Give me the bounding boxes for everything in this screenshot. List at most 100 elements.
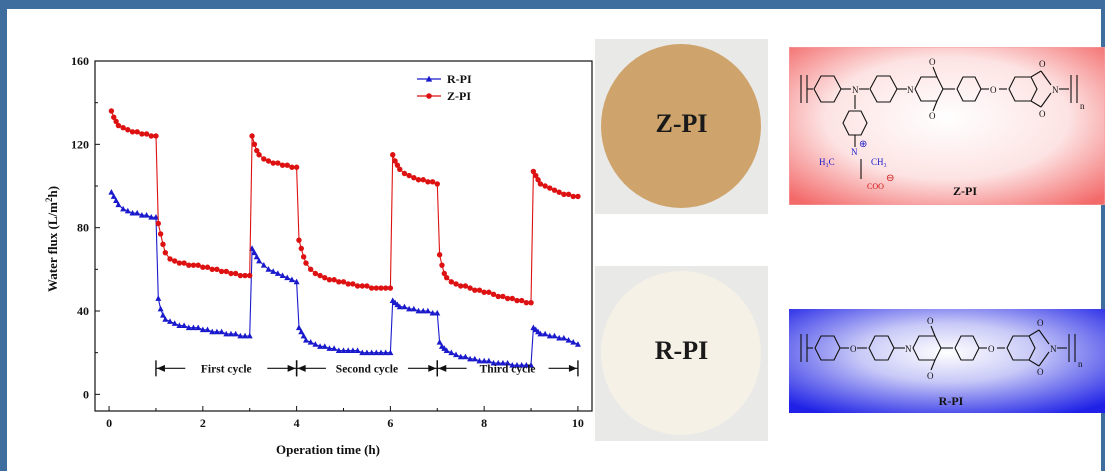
data-point-r-pi — [209, 328, 216, 335]
data-point-z-pi — [312, 270, 319, 277]
data-point-z-pi — [420, 177, 426, 183]
z-pi-h3c: H₃C — [819, 157, 835, 167]
data-point-r-pi — [176, 322, 183, 328]
data-point-r-pi — [396, 303, 403, 310]
data-point-z-pi — [504, 295, 511, 302]
data-point-r-pi — [199, 326, 206, 333]
data-point-r-pi — [354, 347, 361, 353]
data-point-r-pi — [462, 353, 469, 360]
data-point-z-pi — [307, 266, 314, 273]
data-point-r-pi — [448, 349, 455, 356]
legend-marker — [426, 93, 432, 99]
data-point-r-pi — [110, 193, 117, 199]
z-pi-membrane-disc — [601, 44, 761, 208]
data-point-z-pi — [148, 133, 154, 139]
data-point-r-pi — [490, 359, 497, 366]
data-point-z-pi — [441, 270, 448, 277]
data-point-r-pi — [237, 332, 244, 339]
data-point-r-pi — [382, 349, 389, 356]
data-point-r-pi — [481, 357, 488, 364]
z-pi-coo: COO — [867, 182, 884, 191]
z-pi-plus-charge: ⊕ — [859, 139, 867, 150]
data-point-z-pi — [364, 283, 370, 289]
data-point-z-pi — [336, 279, 342, 285]
data-point-z-pi — [275, 160, 281, 166]
data-point-z-pi — [279, 162, 286, 168]
data-point-r-pi — [265, 266, 272, 272]
data-point-z-pi — [565, 191, 572, 198]
z-pi-carbonyl-o2: O — [929, 111, 936, 121]
data-point-z-pi — [261, 156, 267, 162]
r-pi-carbonyl-o1: O — [927, 316, 934, 326]
data-point-r-pi — [429, 309, 436, 316]
data-point-r-pi — [300, 332, 307, 339]
data-point-r-pi — [124, 207, 131, 214]
data-point-r-pi — [218, 328, 225, 335]
data-point-z-pi — [270, 160, 276, 166]
data-point-z-pi — [186, 262, 192, 268]
data-point-r-pi — [373, 349, 380, 356]
data-point-r-pi — [453, 351, 460, 358]
data-point-r-pi — [560, 334, 567, 341]
x-tick-label: 8 — [481, 416, 487, 430]
data-point-r-pi — [387, 349, 394, 356]
data-point-z-pi — [167, 256, 173, 262]
data-point-r-pi — [227, 330, 234, 337]
data-point-z-pi — [153, 133, 159, 139]
data-point-r-pi — [302, 336, 309, 343]
data-point-z-pi — [157, 231, 164, 237]
legend-label: Z-PI — [447, 89, 471, 103]
data-point-r-pi — [574, 341, 581, 347]
data-point-z-pi — [129, 129, 136, 135]
series-line-r-pi — [110, 192, 579, 366]
r-pi-imide-n2: N — [1050, 344, 1057, 354]
data-point-z-pi — [228, 270, 234, 277]
data-point-z-pi — [181, 260, 187, 266]
data-point-z-pi — [411, 174, 417, 181]
x-axis-label: Operation time (h) — [276, 442, 380, 457]
data-point-r-pi — [284, 274, 291, 281]
r-pi-imide-n1: N — [905, 344, 912, 354]
x-tick-label: 6 — [387, 416, 393, 430]
z-pi-structure-label: Z-PI — [953, 184, 977, 198]
data-point-r-pi — [457, 353, 464, 360]
data-point-r-pi — [223, 330, 230, 337]
data-point-z-pi — [134, 129, 140, 135]
data-point-z-pi — [326, 277, 333, 283]
cycle-arrowhead — [156, 364, 165, 372]
data-point-r-pi — [134, 209, 141, 216]
data-point-z-pi — [570, 193, 576, 200]
z-pi-amine-n: N — [852, 85, 859, 95]
data-point-z-pi — [345, 281, 351, 287]
data-point-z-pi — [530, 168, 537, 175]
z-pi-imide-n1: N — [907, 85, 914, 95]
data-point-r-pi — [551, 332, 558, 339]
data-point-z-pi — [472, 287, 478, 293]
data-point-z-pi — [139, 131, 145, 137]
data-point-z-pi — [490, 291, 497, 298]
data-point-r-pi — [120, 205, 127, 212]
z-pi-imide-n2: N — [1052, 85, 1059, 95]
cycle-arrowhead — [568, 364, 577, 372]
data-point-r-pi — [565, 336, 572, 343]
data-point-r-pi — [415, 307, 422, 314]
z-pi-carbonyl-o4: O — [1039, 109, 1046, 119]
data-point-z-pi — [436, 252, 443, 258]
data-point-z-pi — [176, 260, 183, 266]
z-pi-minus-charge: ⊖ — [886, 173, 894, 184]
data-point-z-pi — [495, 293, 501, 300]
y-tick-label: 160 — [71, 54, 89, 68]
y-axis-label: Water flux (L/m2h) — [44, 186, 60, 292]
data-point-r-pi — [546, 332, 553, 339]
data-point-r-pi — [499, 359, 506, 366]
data-point-r-pi — [321, 343, 328, 349]
plot-frame — [94, 60, 593, 412]
data-point-z-pi — [354, 283, 361, 289]
r-pi-ether-o1: O — [850, 344, 857, 354]
data-point-r-pi — [485, 357, 492, 364]
data-point-r-pi — [113, 197, 120, 203]
data-point-z-pi — [415, 177, 422, 183]
data-point-z-pi — [298, 245, 305, 252]
data-point-z-pi — [458, 283, 464, 289]
